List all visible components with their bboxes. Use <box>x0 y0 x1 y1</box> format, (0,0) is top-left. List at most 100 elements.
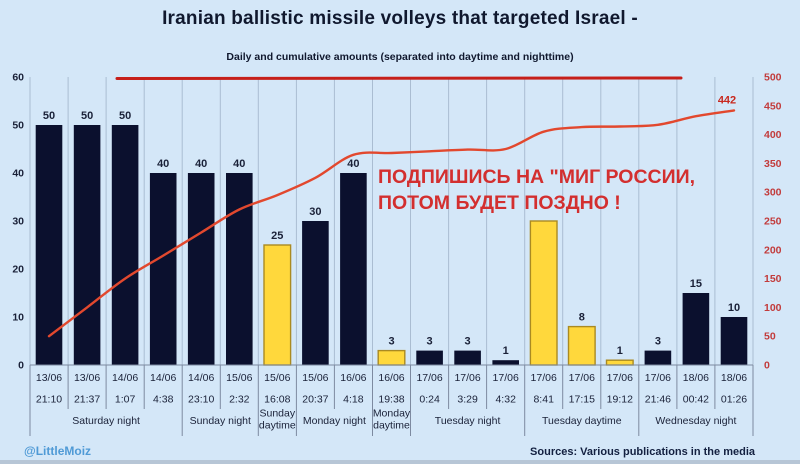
bar-night <box>492 360 519 365</box>
bar-night <box>111 125 139 365</box>
bar-value-label: 50 <box>81 110 93 122</box>
right-axis-tick-label: 250 <box>764 216 782 228</box>
right-axis-tick-label: 200 <box>764 244 782 256</box>
bar-night <box>720 317 748 365</box>
cumulative-last-value-label: 442 <box>718 94 736 106</box>
x-axis-date-label: 17/06 <box>454 372 480 384</box>
left-axis-tick-label: 30 <box>12 216 24 228</box>
right-axis-tick-label: 450 <box>764 100 782 112</box>
group-label: Monday night <box>303 415 366 427</box>
bar-value-label: 3 <box>465 336 471 348</box>
red-annotation-text: ПОДПИШИСЬ НА "МИГ РОССИИ, ПОТОМ БУДЕТ ПО… <box>378 165 695 216</box>
x-axis-time-label: 3:29 <box>457 394 478 406</box>
bar-night <box>682 293 710 365</box>
bar-value-label: 50 <box>43 110 55 122</box>
x-axis-time-label: 19:12 <box>607 394 633 406</box>
left-axis-tick-label: 50 <box>12 120 24 132</box>
bar-day <box>567 325 596 366</box>
left-axis-tick-label: 20 <box>12 264 24 276</box>
x-axis-time-label: 4:38 <box>153 394 174 406</box>
x-axis-time-label: 8:41 <box>533 394 554 406</box>
group-label: Tuesday daytime <box>542 415 622 427</box>
bar-night <box>302 221 329 365</box>
bar-day <box>529 220 558 366</box>
x-axis-time-label: 23:10 <box>188 394 214 406</box>
bar-night <box>226 173 253 365</box>
x-axis-date-label: 15/06 <box>226 372 252 384</box>
red-annotation-line2: ПОТОМ БУДЕТ ПОЗДНО ! <box>378 191 621 214</box>
x-axis-time-label: 21:37 <box>74 394 100 406</box>
bar-day <box>263 244 292 366</box>
bar-value-label: 3 <box>655 336 661 348</box>
bar-value-label: 15 <box>690 278 702 290</box>
group-label: Sunday daytime <box>259 408 296 432</box>
x-axis-time-label: 2:32 <box>229 394 250 406</box>
chart-title: Iranian ballistic missile volleys that t… <box>162 8 638 29</box>
x-axis-time-label: 20:37 <box>302 394 328 406</box>
watermark: @LittleMoiz <box>24 444 92 458</box>
x-axis-time-label: 17:15 <box>569 394 595 406</box>
x-axis-date-label: 17/06 <box>493 372 519 384</box>
x-axis-date-label: 15/06 <box>264 372 290 384</box>
right-axis-tick-label: 100 <box>764 302 782 314</box>
x-axis-date-label: 18/06 <box>721 372 747 384</box>
x-axis-date-label: 17/06 <box>531 372 557 384</box>
x-axis-date-label: 16/06 <box>378 372 404 384</box>
bar-night <box>187 173 215 365</box>
right-axis-tick-label: 0 <box>764 360 770 372</box>
x-axis-date-label: 14/06 <box>150 372 176 384</box>
bar-day <box>605 359 634 366</box>
bar-night <box>454 350 481 365</box>
x-axis-time-label: 0:24 <box>419 394 440 406</box>
x-axis-date-label: 15/06 <box>302 372 328 384</box>
bar-value-label: 1 <box>503 345 509 357</box>
group-label: Tuesday night <box>435 415 501 427</box>
right-axis-tick-label: 50 <box>764 331 776 343</box>
bar-value-label: 8 <box>579 312 585 324</box>
red-annotation-line1: ПОДПИШИСЬ НА "МИГ РОССИИ, <box>378 166 696 188</box>
bar-night <box>416 350 443 365</box>
x-axis-time-label: 4:18 <box>343 394 364 406</box>
group-label: Saturday night <box>72 415 140 427</box>
bar-value-label: 3 <box>388 336 394 348</box>
bar-value-label: 30 <box>309 206 321 218</box>
bar-value-label: 40 <box>195 158 207 170</box>
x-axis-date-label: 17/06 <box>569 372 595 384</box>
bar-value-label: 10 <box>728 302 740 314</box>
sources-credit: Sources: Various publications in the med… <box>530 446 755 458</box>
bar-value-label: 40 <box>347 158 359 170</box>
left-axis-tick-label: 10 <box>12 312 24 324</box>
x-axis-date-label: 17/06 <box>607 372 633 384</box>
group-label: Sunday night <box>190 415 251 427</box>
bar-value-label: 1 <box>617 345 623 357</box>
right-axis-tick-label: 300 <box>764 187 782 199</box>
x-axis-date-label: 17/06 <box>416 372 442 384</box>
x-axis-date-label: 14/06 <box>188 372 214 384</box>
x-axis-time-label: 16:08 <box>264 394 290 406</box>
bar-value-label: 40 <box>157 158 169 170</box>
top-annotation-line <box>115 76 683 80</box>
bar-value-label: 25 <box>271 230 283 242</box>
x-axis-date-label: 18/06 <box>683 372 709 384</box>
chart-subtitle: Daily and cumulative amounts (separated … <box>226 51 574 63</box>
bar-day <box>377 349 406 366</box>
right-axis-tick-label: 500 <box>764 72 782 84</box>
right-axis-tick-label: 150 <box>764 273 782 285</box>
x-axis-time-label: 01:26 <box>721 394 747 406</box>
bar-night <box>340 173 367 365</box>
x-axis-time-label: 4:32 <box>495 394 516 406</box>
bottom-edge-strip <box>0 460 800 464</box>
x-axis-time-label: 00:42 <box>683 394 709 406</box>
bar-night <box>644 350 672 365</box>
x-axis-date-label: 16/06 <box>340 372 366 384</box>
left-axis-tick-label: 40 <box>12 168 24 180</box>
cumulative-line <box>47 109 736 338</box>
bar-value-label: 3 <box>427 336 433 348</box>
bar-value-label: 40 <box>233 158 245 170</box>
right-axis-tick-label: 400 <box>764 129 782 141</box>
left-axis-tick-label: 60 <box>12 72 24 84</box>
x-axis-time-label: 19:38 <box>378 394 404 406</box>
x-axis-time-label: 21:10 <box>36 394 62 406</box>
bar-night <box>73 125 101 365</box>
